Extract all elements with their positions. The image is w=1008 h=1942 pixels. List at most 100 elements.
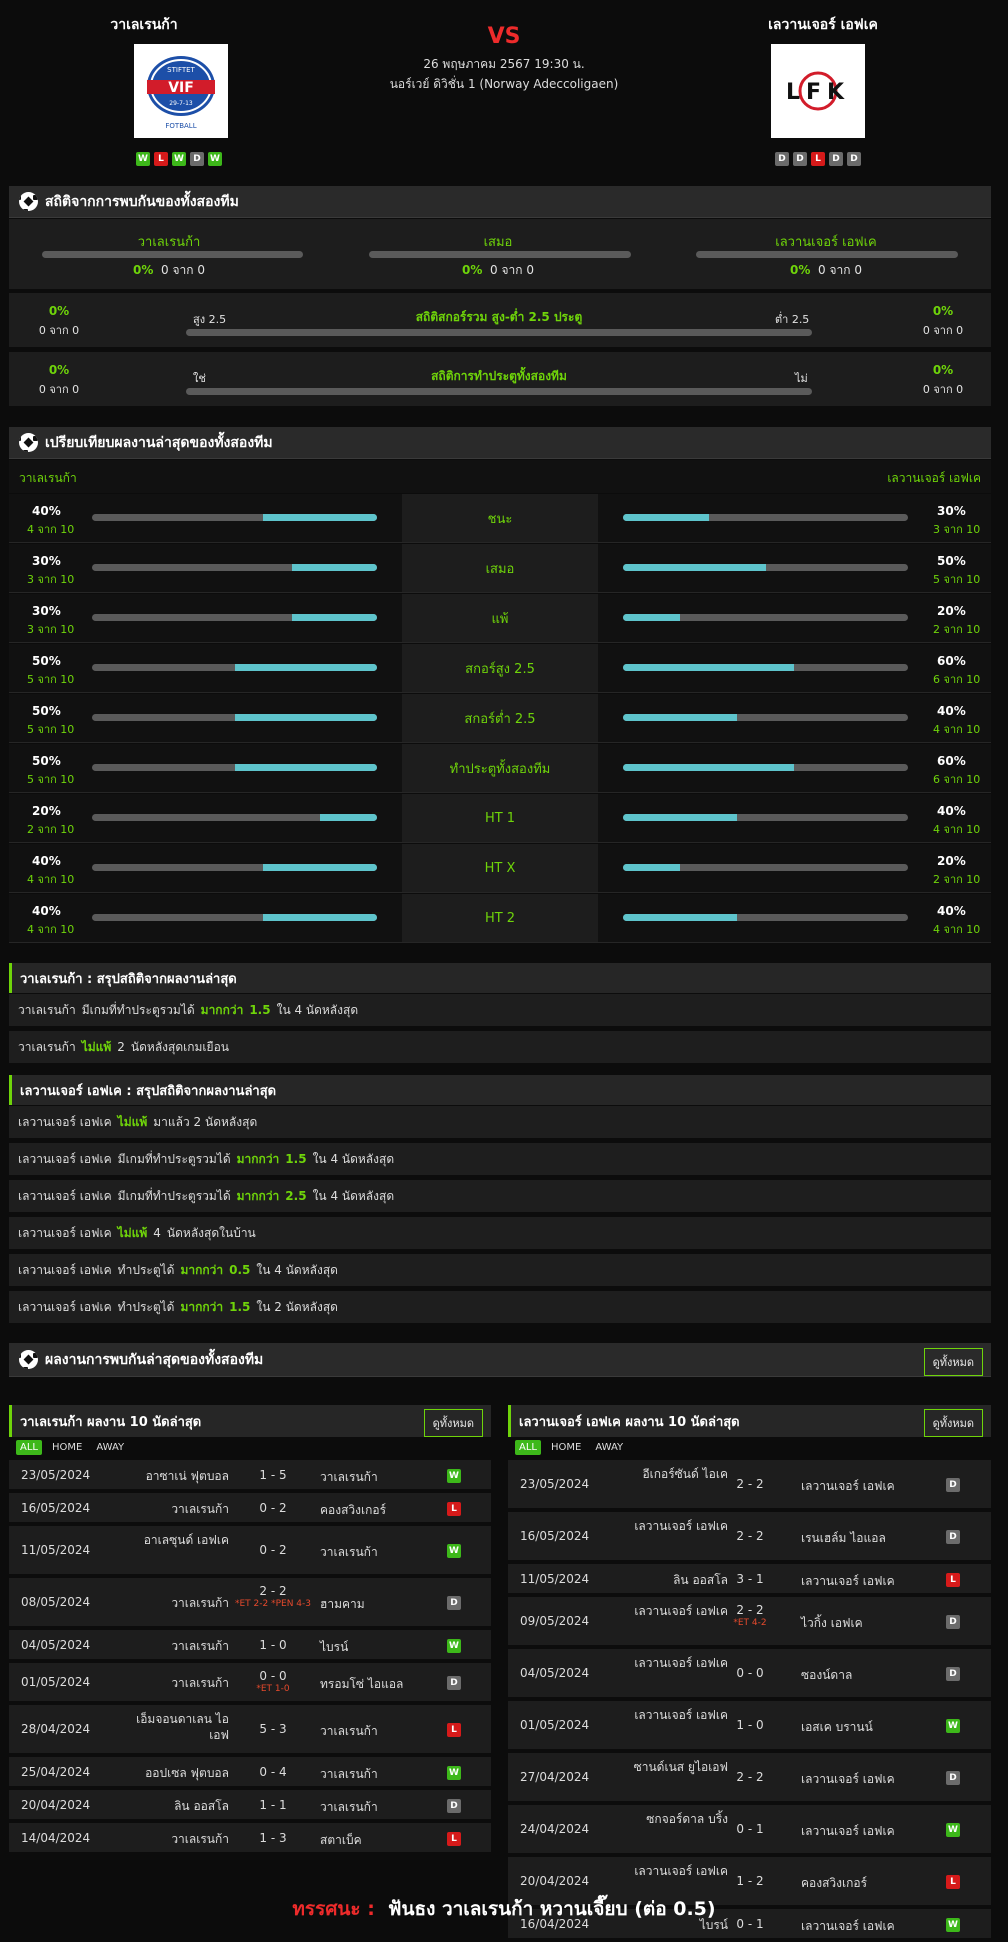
match-score[interactable]: 5 - 3 [233, 1722, 313, 1736]
match-score[interactable]: 1 - 3 [233, 1831, 313, 1845]
match-away-team[interactable]: ไวกิ้ง เอฟเค [801, 1616, 863, 1630]
match-home-team[interactable]: อีเกอร์ซันด์ ไอเค [642, 1467, 728, 1481]
match-away-team[interactable]: ไบรน์ [320, 1639, 349, 1654]
match-row[interactable]: 14/04/2024 วาเลเรนก้า 1 - 3 สตาเบ็ค L [9, 1823, 491, 1854]
match-row[interactable]: 23/05/2024 อาซาเน่ ฟุตบอล 1 - 5 วาเลเรนก้า W [9, 1460, 491, 1491]
match-row[interactable]: 16/05/2024 เลวานเจอร์ เอฟเค 2 - 2 เรนเฮล์ม … [508, 1512, 991, 1562]
summary-team[interactable]: วาเลเรนก้า [18, 1002, 76, 1017]
home-form-view-all-button[interactable]: ดูทั้งหมด [423, 1409, 483, 1437]
match-row[interactable]: 11/05/2024 อาเลซุนด์ เอฟเค 0 - 2 วาเลเรนก้า… [9, 1526, 491, 1576]
match-home-team[interactable]: เลวานเจอร์ เอฟเค [634, 1604, 728, 1618]
match-score[interactable]: 1 - 5 [233, 1468, 313, 1482]
match-away-team[interactable]: เลวานเจอร์ เอฟเค [801, 1918, 895, 1933]
filter-home-button[interactable]: HOME [550, 1442, 582, 1453]
summary-team[interactable]: เลวานเจอร์ เอฟเค [18, 1225, 112, 1240]
away-form-view-all-button[interactable]: ดูทั้งหมด [923, 1409, 983, 1437]
match-score[interactable]: 2 - 2 [710, 1770, 790, 1784]
match-away-team[interactable]: เรนเฮล์ม ไอแอล [801, 1531, 886, 1545]
match-home-team[interactable]: วาเลเรนก้า [171, 1638, 229, 1653]
match-league[interactable]: นอร์เวย์ ดิวิชั่น 1 (Norway Adeccoligaen… [389, 77, 619, 91]
away-team-name[interactable]: เลวานเจอร์ เอฟเค [768, 17, 878, 33]
match-score[interactable]: 0 - 1 [710, 1822, 790, 1836]
match-score[interactable]: 1 - 1 [233, 1798, 313, 1812]
match-score[interactable]: 1 - 2 [710, 1874, 790, 1888]
match-row[interactable]: 16/04/2024 ไบรน์ 0 - 1 เลวานเจอร์ เอฟเค W [508, 1909, 991, 1940]
match-away-team[interactable]: เอสเค บรานน์ [801, 1720, 873, 1734]
match-row[interactable]: 24/04/2024 ซกจอร์ดาล บริ้ง 0 - 1 เลวานเจอร์… [508, 1805, 991, 1855]
filter-all-button[interactable]: ALL [515, 1440, 541, 1455]
filter-home-button[interactable]: HOME [51, 1442, 83, 1453]
match-home-team[interactable]: เลวานเจอร์ เอฟเค [634, 1708, 728, 1722]
filter-all-button[interactable]: ALL [16, 1440, 42, 1455]
match-row[interactable]: 20/04/2024 ลิน ออสโล 1 - 1 วาเลเรนก้า D [9, 1790, 491, 1821]
match-row[interactable]: 23/05/2024 อีเกอร์ซันด์ ไอเค 2 - 2 เลวานเจอ… [508, 1460, 991, 1510]
match-home-team[interactable]: เลวานเจอร์ เอฟเค [634, 1519, 728, 1533]
match-away-team[interactable]: คองสวิงเกอร์ [801, 1876, 868, 1890]
match-score[interactable]: 0 - 2 [233, 1543, 313, 1557]
match-home-team[interactable]: ออปเซล ฟุตบอล [145, 1765, 229, 1780]
match-score[interactable]: 0 - 0 [710, 1666, 790, 1680]
match-away-team[interactable]: วาเลเรนก้า [320, 1799, 378, 1814]
match-row[interactable]: 20/04/2024 เลวานเจอร์ เอฟเค 1 - 2 คองสวิงเก… [508, 1857, 991, 1907]
match-away-team[interactable]: เลวานเจอร์ เอฟเค [801, 1824, 895, 1838]
match-home-team[interactable]: เลวานเจอร์ เอฟเค [634, 1864, 728, 1878]
match-away-team[interactable]: เลวานเจอร์ เอฟเค [801, 1479, 895, 1493]
match-away-team[interactable]: คองสวิงเกอร์ [320, 1502, 387, 1517]
match-row[interactable]: 28/04/2024 เอ็มจอนดาเลน ไอเอฟ 5 - 3 วาเลเรน… [9, 1705, 491, 1755]
summary-team[interactable]: เลวานเจอร์ เอฟเค [18, 1299, 112, 1314]
match-home-team[interactable]: วาเลเรนก้า [171, 1501, 229, 1516]
match-away-team[interactable]: วาเลเรนก้า [320, 1545, 378, 1559]
match-row[interactable]: 11/05/2024 ลิน ออสโล 3 - 1 เลวานเจอร์ เอฟเค… [508, 1564, 991, 1595]
compare-away-name[interactable]: เลวานเจอร์ เอฟเค [887, 471, 981, 485]
match-score[interactable]: 3 - 1 [710, 1572, 790, 1586]
match-away-team[interactable]: เลวานเจอร์ เอฟเค [801, 1772, 895, 1786]
match-row[interactable]: 04/05/2024 เลวานเจอร์ เอฟเค 0 - 0 ซองน์ดาล D [508, 1649, 991, 1699]
match-score[interactable]: 0 - 0 *ET 1-0 [233, 1669, 313, 1696]
match-row[interactable]: 01/05/2024 เลวานเจอร์ เอฟเค 1 - 0 เอสเค บรา… [508, 1701, 991, 1751]
match-home-team[interactable]: เอ็มจอนดาเลน ไอเอฟ [136, 1712, 229, 1742]
match-away-team[interactable]: วาเลเรนก้า [320, 1766, 378, 1781]
match-home-team[interactable]: วาเลเรนก้า [171, 1831, 229, 1846]
match-score[interactable]: 2 - 2 [710, 1477, 790, 1491]
summary-team[interactable]: เลวานเจอร์ เอฟเค [18, 1114, 112, 1129]
recent-h2h-view-all-button[interactable]: ดูทั้งหมด [923, 1348, 983, 1376]
match-score[interactable]: 1 - 0 [710, 1718, 790, 1732]
match-score[interactable]: 0 - 2 [233, 1501, 313, 1515]
match-away-team[interactable]: ซองน์ดาล [801, 1668, 853, 1682]
match-row[interactable]: 04/05/2024 วาเลเรนก้า 1 - 0 ไบรน์ W [9, 1630, 491, 1661]
match-away-team[interactable]: ฮามคาม [320, 1597, 365, 1611]
home-team-name[interactable]: วาเลเรนก้า [110, 17, 178, 33]
compare-home-name[interactable]: วาเลเรนก้า [19, 471, 77, 485]
match-home-team[interactable]: อาซาเน่ ฟุตบอล [145, 1468, 229, 1483]
match-row[interactable]: 16/05/2024 วาเลเรนก้า 0 - 2 คองสวิงเกอร์ L [9, 1493, 491, 1524]
match-score[interactable]: 0 - 1 [710, 1917, 790, 1931]
match-home-team[interactable]: ไบรน์ [699, 1917, 728, 1932]
match-row[interactable]: 08/05/2024 วาเลเรนก้า 2 - 2 *ET 2-2 *PEN 4-… [9, 1578, 491, 1628]
home-team-logo[interactable]: STIFTET VIF 29-7-13 FOTBALL [134, 44, 228, 138]
match-score[interactable]: 0 - 4 [233, 1765, 313, 1779]
match-home-team[interactable]: ลิน ออสโล [673, 1572, 728, 1587]
summary-team[interactable]: เลวานเจอร์ เอฟเค [18, 1188, 112, 1203]
match-home-team[interactable]: วาเลเรนก้า [171, 1676, 229, 1690]
match-row[interactable]: 01/05/2024 วาเลเรนก้า 0 - 0 *ET 1-0 ทรอมโซ่ … [9, 1663, 491, 1703]
summary-team[interactable]: เลวานเจอร์ เอฟเค [18, 1262, 112, 1277]
match-away-team[interactable]: เลวานเจอร์ เอฟเค [801, 1573, 895, 1588]
match-row[interactable]: 25/04/2024 ออปเซล ฟุตบอล 0 - 4 วาเลเรนก้า W [9, 1757, 491, 1788]
match-score[interactable]: 2 - 2 [710, 1529, 790, 1543]
match-row[interactable]: 09/05/2024 เลวานเจอร์ เอฟเค 2 - 2 *ET 4-2 ไว… [508, 1597, 991, 1647]
match-row[interactable]: 27/04/2024 ซานด์เนส ยูไอเอฟ 2 - 2 เลวานเจอร… [508, 1753, 991, 1803]
match-home-team[interactable]: ลิน ออสโล [174, 1798, 229, 1813]
match-home-team[interactable]: ซกจอร์ดาล บริ้ง [646, 1812, 728, 1826]
match-score[interactable]: 1 - 0 [233, 1638, 313, 1652]
match-away-team[interactable]: วาเลเรนก้า [320, 1469, 378, 1484]
filter-away-button[interactable]: AWAY [595, 1442, 624, 1453]
match-away-team[interactable]: สตาเบ็ค [320, 1832, 362, 1847]
match-away-team[interactable]: วาเลเรนก้า [320, 1724, 378, 1738]
summary-team[interactable]: เลวานเจอร์ เอฟเค [18, 1151, 112, 1166]
match-home-team[interactable]: อาเลซุนด์ เอฟเค [143, 1533, 229, 1547]
match-score[interactable]: 2 - 2 *ET 2-2 *PEN 4-3 [233, 1584, 313, 1611]
match-home-team[interactable]: ซานด์เนส ยูไอเอฟ [633, 1760, 728, 1774]
match-home-team[interactable]: เลวานเจอร์ เอฟเค [634, 1656, 728, 1670]
summary-team[interactable]: วาเลเรนก้า [18, 1039, 76, 1054]
away-team-logo[interactable]: LFK [771, 44, 865, 138]
